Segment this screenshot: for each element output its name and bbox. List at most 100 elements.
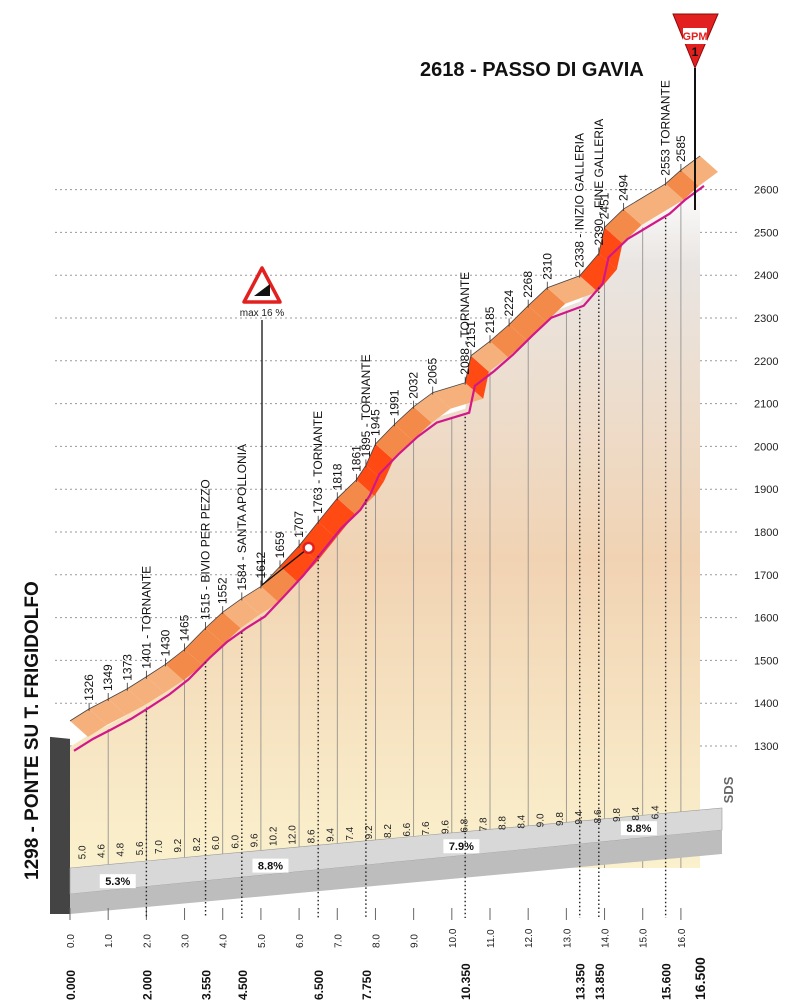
waypoint-label: 2224 [502,290,516,317]
waypoint-label: 1401 - TORNANTE [139,566,153,669]
segment-gradient-label: 7.0 [154,840,165,854]
profile-band-segment [184,627,224,666]
segment-gradient-label: 8.8 [498,816,509,830]
segment-gradient-label: 9.2 [173,838,184,852]
waypoint-label: 2088 - TORNANTE [458,272,472,375]
segment-gradient-label: 9.4 [574,810,585,824]
waypoint-label: 1818 [330,463,344,490]
slope-glyph [254,284,270,296]
altitude-tick-label: 2400 [754,270,778,282]
profile-band-segment [604,208,642,244]
start-location-label: 1298 - PONTE SU T. FRIGIDOLFO [22,581,43,880]
segment-gradient-label: 8.2 [383,824,394,838]
altitude-tick-label: 1500 [754,655,778,667]
waypoint-label: 1612 [254,551,268,578]
segment-gradient-label: 5.0 [78,845,89,859]
max-gradient-pointer [261,320,310,587]
waypoint-label: 2151 [464,321,478,348]
waypoint-label: 2390 - FINE GALLERIA [592,119,606,246]
km-tick-label: 0.0 [66,934,77,948]
profile-band-segment [356,465,384,496]
base-side [70,830,722,914]
profile-band-segment [598,227,623,270]
segment-gradient-label: 8.4 [517,814,528,828]
segment-average-label: 8.8% [626,823,651,835]
km-marker-label: 13.350 [574,963,588,1000]
km-marker-label: 2.000 [140,970,154,1000]
segment-average-label: 8.8% [258,861,283,873]
waypoint-label: 1465 [178,614,192,641]
segment-average-badge [620,821,657,836]
km-ticks [69,908,682,920]
km-marker-label: 6.500 [312,970,326,1000]
profile-band-segment [375,424,413,460]
segment-average-badge [252,858,289,873]
km-marker-label: 16.500 [692,957,708,1000]
gpm-label: GPM [682,31,707,43]
altitude-tick-label: 1900 [754,484,778,496]
waypoint-label: 1430 [158,629,172,656]
segment-average-badge [99,874,136,889]
km-tick-label: 11.0 [486,929,497,948]
profile-fill [70,181,700,868]
segment-gradient-label: 10.2 [268,826,279,846]
segment-gradient-label: 8.4 [631,806,642,820]
waypoint-label: 2268 [521,271,535,298]
waypoint-label: 1659 [273,531,287,558]
profile-band-segment [394,406,432,441]
km-tick-label: 9.0 [410,934,421,948]
publisher-logo: SDS [721,776,736,803]
altitude-axis: 1300 1400 1500 1600 1700 1800 1900 2000 2100 2200… [754,185,778,753]
segment-gradient-label: 9.8 [555,812,566,826]
profile-band-segment [127,676,165,705]
km-axis: 0.0 1.0 2.0 3.0 4.0 5.0 6.0 7.0 8.0 9.0 10.0 11.0 12… [66,928,688,948]
waypoint-label: 1945 [368,409,382,436]
km-marker-label: 13.850 [593,963,607,1000]
segment-gradient-label: 6.4 [650,805,661,819]
segment-gradient-label: 8.2 [192,837,203,851]
profile-band-segment [623,183,684,225]
gpm-badge: GPM 1 [672,13,719,70]
waypoint-label: 2585 [674,135,688,162]
profile-band-segment [547,275,598,304]
waypoint-labels: 1326 1349 1373 1401 - TORNANTE 1430 1465 1515 … [82,80,688,711]
segment-gradient-label: 9.2 [364,825,375,839]
profile-band-segment [318,498,356,538]
profile-band-segment [365,443,394,482]
waypoint-label: 1349 [101,664,115,691]
altitude-tick-label: 2100 [754,399,778,411]
km-tick-label: 13.0 [562,928,573,948]
segment-gradient-label: 9.0 [536,813,547,827]
segment-gradient-label: 9.8 [612,808,623,822]
waypoint-label: 2553 TORNANTE [659,80,673,176]
profile-band-segment [665,170,699,200]
waypoint-label: 1552 [216,577,230,604]
segment-gradient-label: 9.4 [326,828,337,842]
km-tick-label: 8.0 [371,934,382,948]
altitude-tick-label: 1700 [754,570,778,582]
segment-average-label: 5.3% [105,876,130,888]
km-tick-label: 3.0 [181,934,192,948]
km-tick-label: 1.0 [104,934,115,948]
profile-band-segment [280,545,318,583]
segment-gradient-label: 4.8 [116,842,127,856]
max-gradient-marker: max 16 % [240,266,315,587]
altitude-tick-label: 2200 [754,356,778,368]
waypoint-label: 1763 - TORNANTE [311,411,325,514]
segment-gradient-label: 8.6 [307,829,318,843]
km-marker-label: 15.600 [660,963,674,1000]
waypoint-label: 1895 - TORNANTE [359,354,373,457]
max-gradient-label: max 16 % [240,308,285,319]
segment-average-label: 7.9% [449,841,474,853]
waypoint-label: 1326 [82,674,96,701]
gpm-badge-plate [683,28,707,44]
profile-band-segment [241,586,279,615]
gpm-category: 1 [692,45,699,59]
segment-average-badge [443,839,480,854]
waypoint-label: 2032 [407,372,421,399]
profile-band-segment [260,566,298,603]
waypoint-label: 1707 [292,511,306,538]
waypoint-label: 2310 [540,253,554,280]
waypoint-label: 1515 - BIVIO PER PEZZO [199,479,213,620]
